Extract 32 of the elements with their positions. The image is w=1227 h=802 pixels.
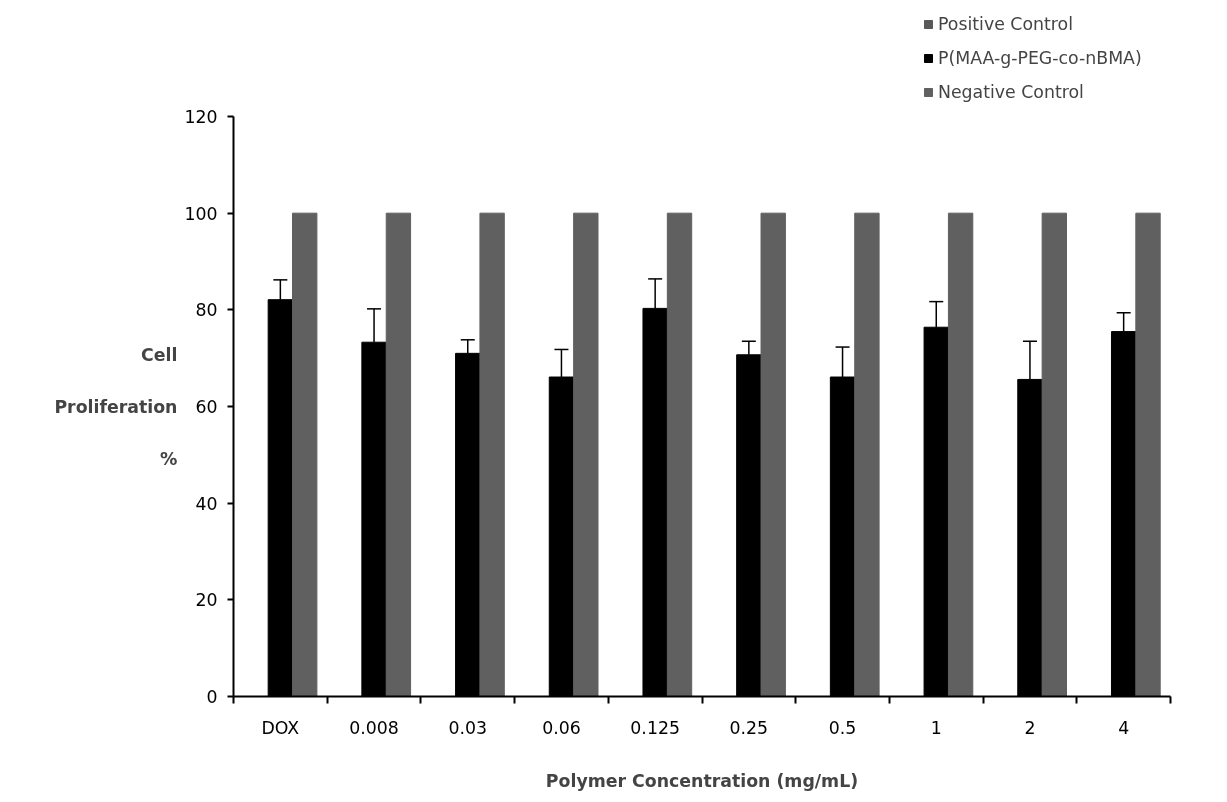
- bar: [1135, 212, 1161, 697]
- x-tick-label: 0.25: [729, 717, 769, 738]
- y-tick-label: 80: [195, 300, 218, 321]
- bar: [1041, 212, 1067, 697]
- bar: [292, 212, 318, 697]
- x-tick-label: 0.5: [828, 717, 857, 738]
- text: Cell Proliferation %: [54, 344, 178, 469]
- y-tick-label: 120: [184, 107, 218, 127]
- legend-label: P(MAA-g-PEG-co-nBMA): [938, 48, 1142, 68]
- x-tick-label: 0.03: [448, 717, 488, 738]
- x-tick-label: 1: [930, 717, 942, 738]
- x-tick-label: DOX: [261, 717, 300, 738]
- x-tick-label: 0.008: [349, 717, 399, 738]
- bar: [854, 212, 880, 697]
- y-tick-label: 40: [195, 493, 218, 514]
- y-tick-label: 100: [184, 203, 218, 224]
- legend-label: Positive Control: [938, 14, 1073, 34]
- bar: [385, 212, 412, 697]
- bar: [479, 212, 505, 697]
- x-tick-label: 4: [1118, 717, 1130, 738]
- y-tick-label: 60: [195, 397, 218, 417]
- bar: [666, 212, 693, 697]
- bar: [760, 212, 786, 697]
- bar: [947, 212, 974, 697]
- y-tick-label: 20: [195, 590, 218, 611]
- x-tick-label: 2: [1024, 717, 1036, 738]
- bar: [573, 212, 599, 697]
- legend-label: Negative Control: [938, 82, 1084, 102]
- y-tick-label: 0: [206, 687, 218, 707]
- x-tick-label: 0.125: [630, 717, 680, 738]
- x-tick-label: 0.06: [542, 717, 581, 738]
- x-axis-title: Polymer Concentration (mg/mL): [545, 770, 859, 791]
